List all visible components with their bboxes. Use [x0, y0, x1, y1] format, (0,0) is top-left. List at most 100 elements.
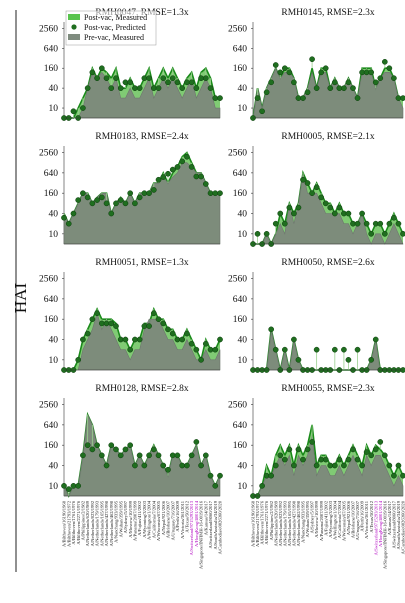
predicted-point [359, 210, 365, 217]
x-tick-label: A/Perth/16/2009 [360, 500, 365, 531]
legend-label: Post-vac, Measured [84, 13, 147, 22]
strain-labels: A/Bilthoven/16190/1968 A/Bilthoven/21793/… [62, 500, 405, 569]
predicted-point [127, 190, 134, 197]
panel-7: RMH0128, RMSE=2.8x 2560 640 160 40 10 [39, 384, 223, 498]
predicted-point [75, 197, 82, 203]
predicted-point [117, 336, 124, 343]
y-axis-label: HAI [11, 283, 30, 314]
predicted-point [117, 197, 124, 203]
predicted-point [80, 105, 86, 111]
x-tick-label: A/Netherlands/462/1998 [109, 500, 114, 546]
predicted-point [132, 200, 138, 207]
predicted-point [150, 85, 157, 91]
y-tick-label: 10 [238, 230, 248, 240]
predicted-point [281, 65, 288, 72]
predicted-point [268, 79, 275, 86]
predicted-point [277, 452, 284, 459]
predicted-point [372, 446, 379, 453]
predicted-point [80, 336, 86, 343]
predicted-point [61, 214, 67, 221]
y-tick-label: 2560 [228, 24, 247, 34]
predicted-point [304, 89, 311, 96]
predicted-point [184, 79, 190, 86]
predicted-point [331, 210, 338, 217]
predicted-point [160, 174, 167, 180]
legend-swatch-icon [68, 34, 80, 40]
pre-vac-measured-area [253, 172, 404, 245]
predicted-point [207, 190, 214, 197]
predicted-point [155, 452, 162, 459]
predicted-point [127, 346, 134, 353]
predicted-point [132, 336, 138, 343]
predicted-point [345, 79, 352, 86]
predicted-point [300, 456, 306, 463]
x-tick-label: A/Fujian/411/2002 [137, 500, 142, 535]
y-tick-label: 160 [44, 64, 59, 74]
x-tick-label: A/Victoria/361/2011 [364, 500, 369, 539]
predicted-point [122, 446, 129, 453]
predicted-point [155, 85, 162, 91]
x-tick-label: A/Netherlands/823/1992 [90, 500, 95, 546]
y-tick-label: 2560 [228, 275, 247, 285]
predicted-point [98, 452, 105, 459]
y-tick-label: 640 [44, 169, 59, 179]
x-tick-label: A/Bilthoven/16190/1968 [251, 500, 256, 547]
predicted-point [146, 452, 152, 459]
x-tick-label: A/Singapore/INFIMH-16-0019/2016 [199, 500, 204, 569]
predicted-point [263, 230, 270, 237]
predicted-point [113, 446, 119, 453]
predicted-point [331, 462, 338, 469]
predicted-point [165, 466, 171, 473]
legend-swatch-icon [68, 14, 80, 20]
panel-title: RMH0050, RMSE=2.6x [281, 258, 374, 268]
predicted-point [70, 210, 77, 217]
predicted-point [202, 340, 209, 347]
predicted-point [207, 346, 214, 353]
predicted-point [188, 79, 195, 86]
legend-dot-icon [71, 24, 77, 30]
predicted-point [188, 340, 195, 347]
predicted-point [150, 310, 157, 317]
predicted-point [179, 158, 186, 165]
x-tick-label: A/California/7/2004 [337, 500, 342, 538]
x-tick-label: A/Uruguay/716/2007 [355, 500, 360, 540]
predicted-point [155, 176, 162, 183]
y-tick-label: 2560 [39, 401, 58, 411]
x-tick-label: A/Netherlands/165/1995 [287, 500, 292, 546]
predicted-point [122, 79, 129, 86]
x-tick-label: A/Wuhan/359/1995 [305, 500, 310, 537]
predicted-point [165, 79, 171, 86]
panel-title: RMH0183, RMSE=2.4x [95, 132, 188, 142]
predicted-point [84, 194, 91, 201]
x-tick-label: A/Philippines/2/1982 [269, 500, 274, 540]
predicted-point [165, 170, 171, 177]
predicted-point [291, 462, 297, 469]
x-tick-label: A/Bilthoven/1761/1976 [260, 500, 265, 544]
predicted-point [263, 89, 270, 96]
x-tick-label: A/Netherlands/823/1992 [278, 500, 283, 546]
y-tick-label: 640 [44, 44, 59, 54]
y-tick-label: 40 [238, 462, 248, 472]
predicted-point [322, 65, 329, 72]
x-tick-label: A/Kansas/14/2017 [387, 500, 392, 535]
predicted-point [327, 204, 334, 211]
predicted-point [391, 75, 397, 82]
panel-3: RMH0183, RMSE=2.4x 2560 640 160 40 10 [39, 132, 223, 245]
predicted-point [165, 326, 171, 333]
x-tick-label: A/Wisconsin/67/2005 [342, 500, 347, 541]
x-tick-label: A/Singapore/INFIMH-16-0019/2016 [382, 500, 387, 569]
predicted-point [395, 462, 402, 469]
y-tick-label: 160 [44, 189, 59, 199]
x-tick-label: A/Netherlands/427/1998 [104, 500, 109, 546]
predicted-point [368, 356, 375, 363]
y-tick-label: 40 [49, 462, 59, 472]
x-tick-label: A/Cambodia/e0826360/2020 [218, 500, 223, 554]
predicted-point [141, 75, 148, 82]
panel-title: RMH0055, RMSE=2.3x [281, 384, 374, 394]
panel-6: RMH0050, RMSE=2.6x 2560 640 160 40 10 [228, 258, 405, 373]
predicted-point [169, 330, 176, 337]
x-tick-label: A/Philippines/2/1982 [81, 500, 86, 540]
predicted-point [391, 472, 397, 479]
